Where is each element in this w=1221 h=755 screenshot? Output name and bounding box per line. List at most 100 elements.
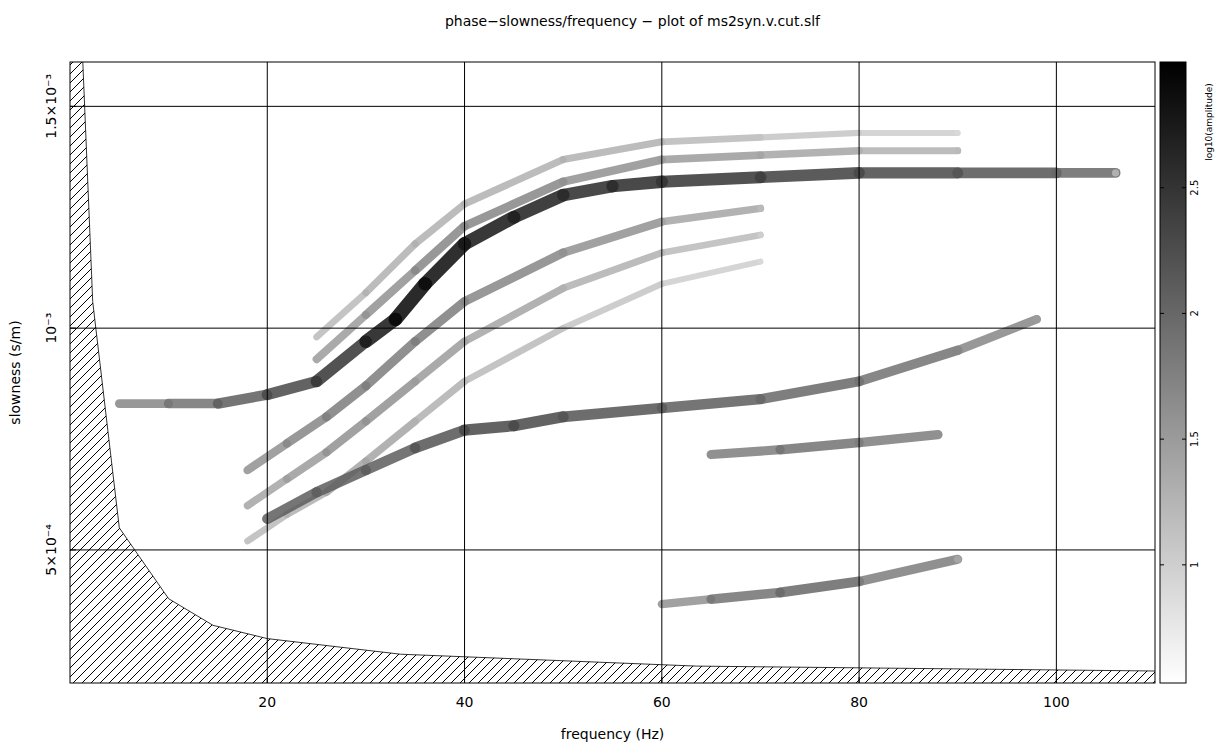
grid-line (464, 62, 465, 683)
ridge-segment (396, 284, 426, 319)
x-axis-title: frequency (Hz) (561, 726, 664, 742)
ridge-segment (958, 168, 1057, 179)
ridge-segment (563, 253, 662, 288)
colorbar-tick (1160, 564, 1164, 565)
ridge-segment (287, 452, 326, 479)
x-tick-label: 100 (1043, 694, 1070, 710)
ridge-segment (465, 217, 514, 244)
grid-line (70, 106, 1155, 107)
y-tick-label: 1.5×10⁻³ (43, 74, 59, 139)
ridge-end (757, 205, 764, 212)
ridge (248, 232, 764, 506)
ridge-segment (662, 177, 761, 181)
ridge-segment (267, 381, 316, 394)
ridge-segment (780, 581, 859, 592)
ridge-segment (563, 284, 662, 328)
ridge (267, 315, 1040, 519)
x-tick (859, 677, 860, 683)
ridge-segment (859, 435, 938, 443)
ridge (248, 205, 764, 470)
ridge-segment (662, 235, 761, 253)
ridge-segment (563, 222, 662, 253)
x-tick-label: 60 (653, 694, 671, 710)
ridge-segment (326, 421, 365, 452)
grid-line (661, 62, 662, 683)
ridge-segment (317, 293, 366, 337)
ridge (248, 259, 764, 541)
ridge-segment (317, 470, 366, 492)
ridge-segment (1056, 168, 1115, 178)
y-tick (70, 549, 76, 550)
ridge (119, 169, 1119, 403)
colorbar-title: log10(amplitude) (1204, 83, 1214, 161)
ridge-end (1033, 315, 1041, 323)
ridge-segment (465, 182, 564, 226)
ridge-segment (465, 426, 514, 430)
colorbar-tick-label: 1.5 (1189, 431, 1200, 447)
colorbar-tick (1182, 564, 1186, 565)
ridge-end (758, 259, 763, 264)
colorbar-tick (1160, 439, 1164, 440)
ridge-segment (613, 182, 662, 186)
ridge-end (954, 147, 961, 154)
ridge-segment (859, 559, 958, 581)
ridge-segment (366, 381, 415, 421)
ridge-segment (760, 133, 859, 137)
x-tick (661, 677, 662, 683)
y-axis-title: slowness (s/m) (7, 320, 23, 424)
ridge-segment (662, 208, 761, 221)
y-tick-label: 5×10⁻⁴ (43, 524, 59, 576)
ridge-segment (760, 381, 859, 399)
y-tick (70, 328, 76, 329)
x-tick (464, 677, 465, 683)
colorbar-tick (1160, 187, 1164, 188)
plot-frame (70, 62, 1155, 683)
ridge (662, 555, 962, 604)
ridge (317, 130, 961, 337)
ridge-segment (958, 319, 1037, 350)
ridge (711, 430, 942, 454)
ridge-segment (711, 593, 780, 600)
y-tick-label: 10⁻³ (43, 313, 59, 344)
ridge-segment (662, 155, 761, 159)
colorbar-tick (1182, 187, 1186, 188)
ridge-segment (415, 341, 464, 381)
colorbar-tick (1182, 313, 1186, 314)
ridge-end (955, 130, 960, 135)
ridge-segment (287, 417, 326, 444)
ridge-segment (415, 381, 464, 421)
grid-line (859, 62, 860, 683)
ridge-segment (317, 341, 366, 381)
ridge-segment (563, 408, 662, 417)
ridge-segment (514, 195, 563, 217)
ridge-segment (780, 443, 859, 450)
x-tick-label: 40 (456, 694, 474, 710)
colorbar (1160, 62, 1186, 683)
ridge-segment (711, 450, 780, 455)
ridge-segment (760, 173, 859, 177)
ridge-segment (662, 262, 761, 284)
ridge-segment (859, 350, 958, 381)
ridge-segment (465, 328, 564, 381)
grid-line (267, 62, 268, 683)
chart: phase−slowness/frequency − plot of ms2sy… (0, 0, 1221, 755)
ridge-segment (415, 430, 464, 448)
ridge-segment (326, 386, 365, 417)
plot-area (70, 62, 1155, 683)
ridge-segment (563, 142, 662, 160)
ridge-segment (366, 244, 415, 293)
ridge-segment (662, 137, 761, 141)
ridge-segment (859, 167, 958, 178)
ridge (317, 147, 961, 359)
x-tick (267, 677, 268, 683)
x-tick-label: 80 (850, 694, 868, 710)
ridge-segment (366, 448, 415, 470)
colorbar-tick-label: 1 (1189, 562, 1200, 568)
ridge-segment (514, 417, 563, 426)
ridge-segment (169, 399, 218, 409)
ridge-end (758, 232, 764, 238)
colorbar-tick (1182, 439, 1186, 440)
y-tick (70, 106, 76, 107)
colorbar-tick (1160, 313, 1164, 314)
grid-line (70, 549, 1155, 550)
